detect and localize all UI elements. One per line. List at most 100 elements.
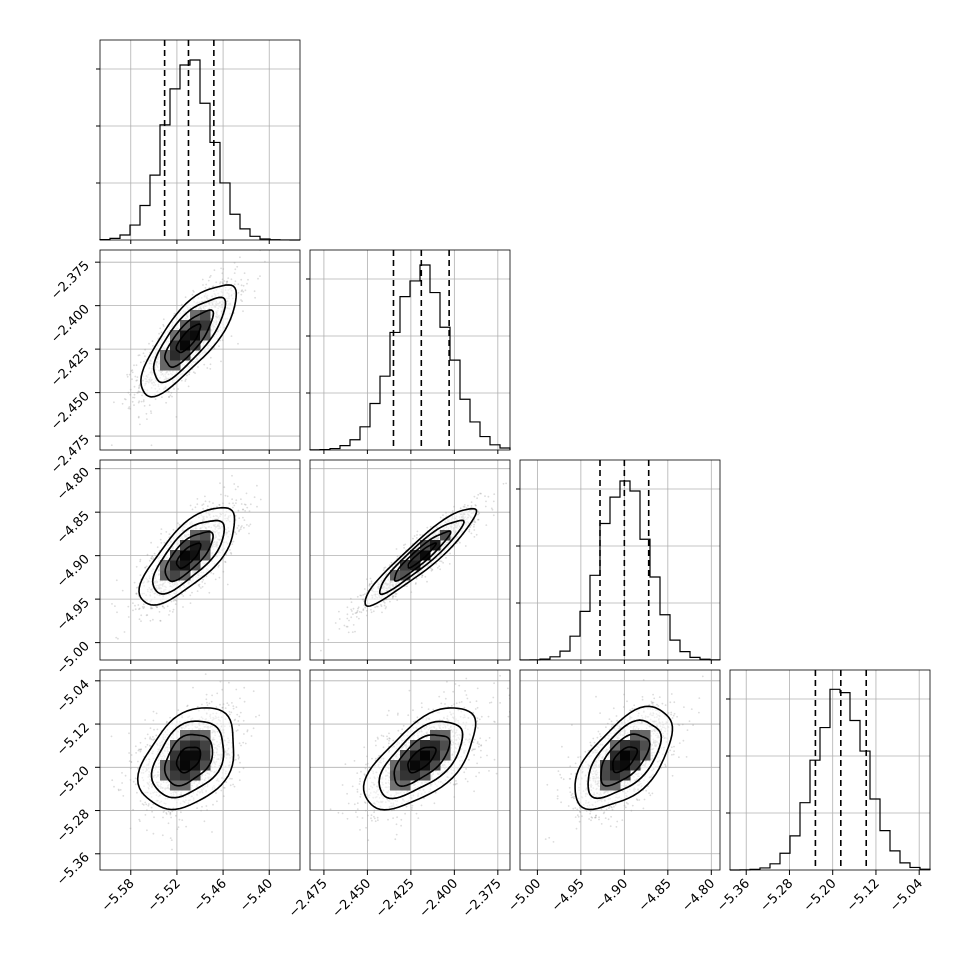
sample-point: [163, 607, 166, 609]
sample-point: [129, 407, 131, 410]
sample-point: [445, 557, 447, 559]
sample-point: [139, 558, 142, 561]
sample-point: [172, 600, 175, 602]
sample-point: [168, 395, 171, 398]
hist-panel-2: [306, 249, 511, 451]
sample-point: [177, 522, 179, 525]
sample-point: [238, 756, 241, 759]
sample-point: [480, 492, 482, 495]
sample-point: [219, 680, 222, 683]
sample-point: [343, 624, 346, 627]
sample-point: [415, 578, 418, 580]
sample-point: [415, 582, 417, 584]
density-bin: [190, 330, 201, 341]
sample-point: [475, 504, 477, 507]
panel-frame: [99, 459, 301, 661]
sample-point: [357, 606, 360, 609]
sample-point: [238, 517, 241, 520]
sample-point: [172, 608, 175, 611]
sample-point: [133, 393, 136, 396]
contour-line-1: [175, 323, 202, 354]
sample-point: [438, 565, 441, 568]
sample-point: [143, 405, 146, 407]
sample-point: [219, 339, 222, 342]
sample-point: [254, 296, 256, 299]
contour-line-2: [163, 309, 215, 369]
sample-point: [492, 500, 495, 503]
sample-point: [384, 607, 387, 610]
sample-point: [137, 391, 140, 394]
sample-point: [225, 280, 228, 283]
sample-point: [352, 624, 355, 626]
sample-point: [150, 738, 153, 741]
sample-point: [113, 401, 115, 404]
sample-point: [126, 375, 129, 378]
sample-point: [436, 566, 439, 569]
density-bin: [190, 310, 201, 321]
sample-point: [421, 574, 424, 577]
sample-point: [485, 500, 487, 503]
sample-point: [140, 400, 143, 403]
sample-point: [189, 602, 192, 604]
sample-point: [469, 526, 471, 528]
sample-point: [223, 486, 226, 489]
sample-point: [135, 379, 138, 382]
sample-point: [240, 503, 243, 505]
sample-point: [165, 531, 168, 533]
sample-point: [374, 606, 376, 609]
sample-point: [150, 412, 153, 414]
sample-point: [392, 595, 395, 597]
sample-point: [135, 586, 138, 589]
sample-point: [172, 528, 175, 531]
scatter-panel-3-1: [99, 459, 301, 661]
contour-line-3: [152, 296, 227, 384]
sample-point: [111, 603, 113, 605]
sample-point: [350, 608, 352, 611]
sample-point: [154, 398, 157, 401]
sample-point: [123, 398, 126, 400]
sample-point: [346, 617, 349, 620]
sample-point: [139, 560, 142, 563]
sample-point: [128, 732, 130, 735]
sample-point: [130, 370, 133, 372]
sample-point: [365, 614, 368, 617]
sample-point: [124, 398, 127, 401]
sample-point: [127, 616, 130, 618]
sample-point: [145, 412, 148, 415]
sample-point: [241, 289, 244, 292]
sample-point: [149, 736, 152, 739]
sample-point: [206, 505, 209, 508]
sample-point: [242, 741, 245, 744]
sample-point: [363, 588, 366, 590]
sample-point: [127, 605, 130, 608]
sample-point: [187, 385, 190, 388]
sample-point: [473, 519, 476, 521]
sample-point: [188, 373, 191, 376]
sample-point: [134, 604, 136, 607]
sample-point: [440, 560, 443, 563]
density-bin: [170, 340, 181, 351]
sample-point: [192, 289, 195, 292]
sample-point: [218, 503, 221, 506]
sample-point: [380, 604, 382, 606]
sample-point: [202, 578, 205, 581]
sample-point: [381, 611, 383, 614]
sample-point: [142, 603, 145, 606]
sample-point: [232, 506, 234, 509]
sample-point: [212, 502, 214, 504]
sample-point: [491, 508, 494, 511]
sample-point: [196, 503, 199, 506]
sample-point: [259, 498, 262, 501]
sample-point: [175, 599, 178, 602]
sample-point: [470, 532, 473, 535]
sample-point: [206, 701, 208, 704]
sample-point: [234, 268, 237, 271]
sample-point: [131, 371, 134, 374]
sample-point: [160, 331, 163, 334]
sample-point: [246, 282, 248, 285]
sample-point: [370, 580, 373, 583]
sample-point: [158, 611, 161, 613]
sample-point: [206, 704, 209, 706]
sample-point: [139, 574, 142, 576]
sample-point: [487, 495, 490, 498]
